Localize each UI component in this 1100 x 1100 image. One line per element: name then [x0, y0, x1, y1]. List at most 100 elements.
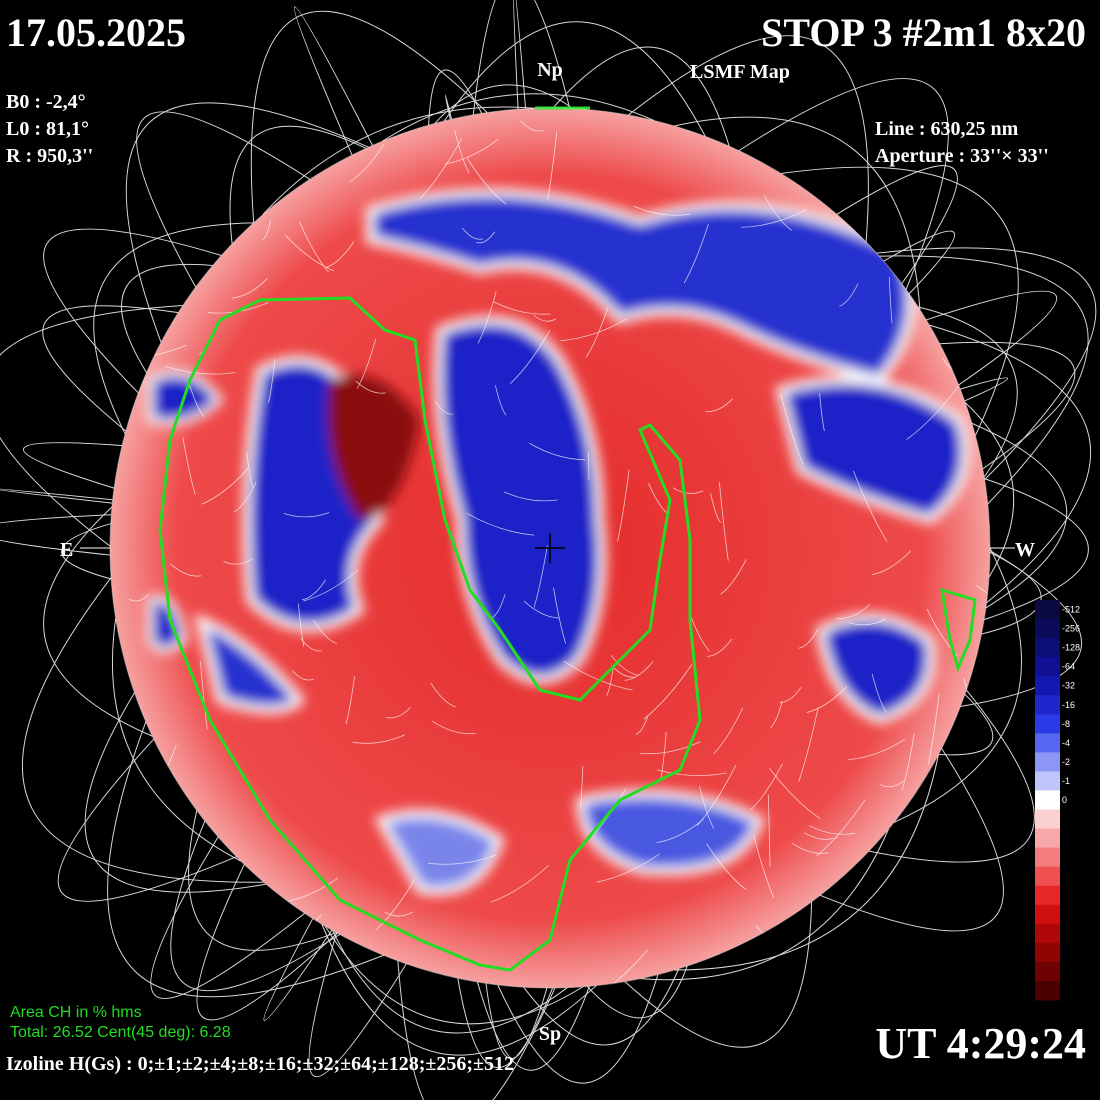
field-line [229, 125, 367, 244]
field-line [547, 131, 558, 200]
field-line [503, 491, 558, 502]
field-line [462, 227, 484, 240]
field-line [533, 314, 557, 322]
field-line [428, 854, 496, 865]
field-line [283, 512, 330, 518]
field-line [434, 84, 574, 124]
field-line [107, 721, 384, 998]
field-line [0, 304, 183, 547]
field-line [706, 843, 747, 890]
colorbar-band [1035, 714, 1060, 734]
field-line [477, 291, 497, 344]
colorbar-band [1035, 752, 1060, 772]
field-line [906, 384, 960, 440]
field-line [529, 442, 586, 461]
field-line [741, 209, 807, 228]
field-line [876, 247, 1097, 480]
field-line [798, 628, 819, 649]
colorbar-band [1035, 619, 1060, 639]
field-line [606, 666, 614, 696]
field-line [232, 278, 268, 299]
field-line [454, 130, 470, 174]
colorbar-label: 256 [1062, 966, 1077, 976]
field-line [806, 686, 848, 713]
field-line [170, 820, 340, 992]
ut-time: UT 4:29:24 [875, 1019, 1086, 1068]
field-line [21, 577, 264, 883]
field-line [432, 720, 476, 735]
radius: R : 950,3'' [6, 145, 93, 167]
field-line [872, 550, 912, 576]
colorbar: -512 -256 -128 -64 -32 -16 -8 -4 -2 -1 0 1 2 4 8 16 32 64… [1035, 600, 1080, 1001]
colorbar-label: 128 [1062, 947, 1077, 957]
center-cross [535, 533, 565, 563]
field-line [656, 818, 704, 844]
field-line [382, 93, 655, 142]
field-line [291, 670, 314, 681]
field-line [165, 365, 236, 375]
colorbar-band [1035, 600, 1060, 620]
field-line [553, 587, 567, 644]
field-line [804, 832, 839, 840]
field-line [674, 754, 939, 971]
field-line [929, 324, 1092, 604]
field-line [683, 223, 709, 284]
colorbar-label: 4 [1062, 852, 1067, 862]
field-line [150, 836, 306, 999]
colorbar-band [1035, 904, 1060, 925]
b0: B0 : -2,4° [6, 91, 86, 113]
field-line [848, 618, 887, 626]
field-line [497, 974, 659, 1084]
field-line [466, 513, 535, 536]
field-line [635, 715, 649, 735]
field-line [457, 978, 554, 1069]
colorbar-band [1035, 885, 1060, 906]
field-line [819, 748, 1004, 932]
field-line [780, 393, 804, 465]
field-line [928, 693, 940, 765]
field-line [443, 21, 706, 137]
field-line [918, 306, 1018, 478]
field-line [384, 911, 413, 917]
field-line [262, 106, 535, 215]
line: Line : 630,25 nm [875, 118, 1019, 140]
field-line [355, 380, 386, 394]
field-line [419, 138, 463, 200]
field-line [720, 559, 747, 595]
field-line [879, 255, 1089, 505]
field-line [332, 930, 568, 1034]
field-line [853, 470, 888, 542]
colorbar-band [1035, 961, 1060, 982]
field-line [324, 925, 584, 1025]
north-label: Np [537, 59, 563, 81]
field-line [836, 165, 958, 284]
field-line [879, 780, 904, 788]
field-line [428, 69, 483, 126]
field-line [769, 768, 821, 820]
field-line [710, 493, 721, 524]
field-line [234, 481, 257, 513]
field-line [660, 731, 667, 779]
colorbar-label: 0 [1062, 795, 1067, 805]
field-line [705, 398, 733, 412]
colorbar-band [1035, 733, 1060, 753]
field-line [868, 689, 1035, 863]
field-line [321, 924, 597, 1056]
field-line [490, 865, 549, 903]
field-line [112, 618, 242, 862]
field-line [983, 478, 1089, 621]
field-line [43, 228, 222, 394]
field-line [560, 318, 627, 342]
colorbar-label: 16 [1062, 890, 1072, 900]
field-line [356, 338, 377, 389]
field-line [768, 794, 771, 867]
field-line [764, 195, 793, 231]
field-line [640, 741, 701, 755]
colorbar-label: 2 [1062, 833, 1067, 843]
field-line [883, 230, 955, 295]
field-line [301, 579, 327, 601]
field-line [476, 231, 496, 244]
coronal-hole-contours [158, 106, 977, 972]
isolines: Izoline H(Gs) : 0;±1;±2;±4;±8;±16;±32;±6… [6, 1053, 514, 1075]
